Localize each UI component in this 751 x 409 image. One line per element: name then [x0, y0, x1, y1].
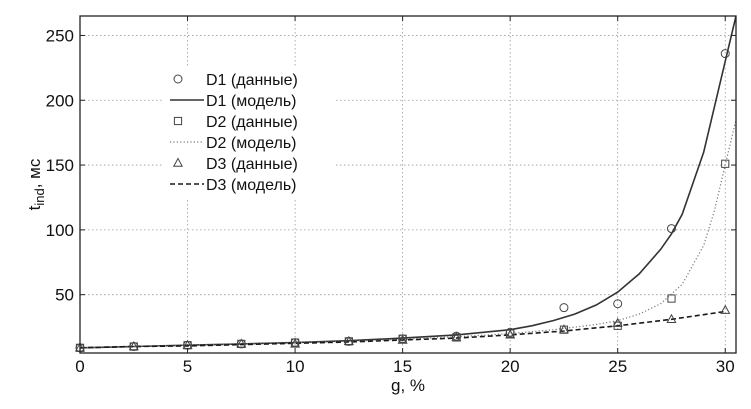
- y-tick-label: 50: [55, 286, 74, 305]
- legend-label-0: D1 (данные): [206, 72, 298, 89]
- data-point: [612, 317, 623, 327]
- y-tick-label: 200: [46, 91, 74, 110]
- data-point: [559, 303, 569, 313]
- series-layer: [74, 16, 736, 353]
- legend-box: [164, 66, 336, 198]
- y-tick-label: 150: [46, 156, 74, 175]
- legend-label-4: D3 (данные): [206, 156, 298, 173]
- series-line-5: [80, 310, 726, 349]
- legend-label-3: D2 (модель): [206, 135, 296, 152]
- data-point: [128, 340, 139, 351]
- y-axis-label-sub: ind: [32, 188, 47, 205]
- y-axis-label: tind, мс: [25, 158, 47, 210]
- data-point: [667, 294, 676, 303]
- y-axis-label-main: t: [25, 205, 44, 210]
- y-tick-label: 100: [46, 221, 74, 240]
- y-tick-label: 250: [46, 26, 74, 45]
- data-point: [343, 335, 354, 346]
- data-point: [290, 338, 301, 348]
- data-point: [505, 329, 516, 339]
- data-point: [397, 334, 408, 344]
- data-point: [236, 338, 247, 348]
- legend: D1 (данные) D1 (модель) D2 (данные) D2 (мод…: [164, 66, 336, 198]
- series-line-3: [80, 119, 736, 349]
- legend-label-2: D2 (данные): [206, 114, 298, 131]
- y-axis-label-unit: , мс: [25, 158, 44, 188]
- data-point: [721, 159, 730, 168]
- data-point: [666, 313, 677, 323]
- legend-label-1: D1 (модель): [206, 93, 296, 110]
- data-point: [451, 331, 462, 342]
- ticks: 0 5 10 15 20 25 30 50 100 150 200 250: [46, 16, 736, 376]
- data-point: [720, 304, 731, 314]
- x-tick-label: 0: [75, 357, 84, 376]
- legend-marker-4: [172, 157, 184, 167]
- legend-marker-2: [173, 116, 183, 126]
- series-markers-4: [74, 304, 731, 352]
- x-tick-label: 30: [716, 357, 735, 376]
- legend-label-5: D3 (модель): [206, 177, 296, 194]
- x-axis-label: g, %: [391, 376, 425, 395]
- plot-frame: [79, 15, 737, 354]
- x-tick-label: 20: [501, 357, 520, 376]
- x-tick-label: 25: [608, 357, 627, 376]
- x-tick-label: 5: [183, 357, 192, 376]
- legend-marker-0: [173, 74, 183, 84]
- data-point: [720, 49, 730, 59]
- data-point: [613, 299, 623, 309]
- x-tick-label: 10: [286, 357, 305, 376]
- data-point: [666, 224, 676, 234]
- x-tick-label: 15: [393, 357, 412, 376]
- data-point: [558, 324, 569, 334]
